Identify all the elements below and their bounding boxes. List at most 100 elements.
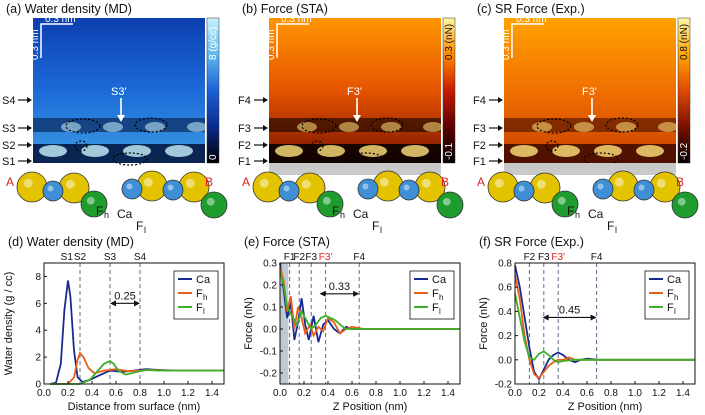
legend-sub: l	[674, 307, 676, 316]
plot-frame	[514, 262, 696, 385]
x-tick-label: 1.0	[628, 388, 642, 399]
intensity-spot	[381, 122, 401, 132]
arrow-head	[588, 115, 596, 122]
arrow-head	[117, 115, 125, 122]
x-tick-label: 1.4	[441, 388, 455, 399]
y-axis-label: Water density (g / cc)	[3, 272, 15, 376]
x-tick-label: 1.4	[676, 388, 690, 399]
y-tick-label: 2	[35, 353, 41, 364]
intensity-spot	[574, 122, 594, 132]
layer-label: F4	[238, 95, 251, 107]
legend-label: Ca	[196, 274, 211, 286]
atom-highlight	[656, 178, 666, 188]
atom-highlight	[322, 196, 331, 205]
label-Ca: Ca	[117, 207, 133, 221]
arrow-label: F3'	[347, 86, 362, 98]
image-map	[269, 18, 441, 163]
label-A: A	[477, 175, 485, 189]
layer-label: S4	[2, 95, 15, 107]
legend-sub: h	[674, 293, 678, 302]
layer-label: F3	[473, 123, 486, 135]
peak-label: F2	[293, 252, 305, 263]
legend-label: Ca	[432, 274, 447, 286]
dotted-ellipse	[545, 140, 559, 152]
legend-sub: l	[439, 307, 441, 316]
label-sub-h: h	[575, 210, 580, 220]
atom	[278, 180, 300, 202]
layer-label: F1	[238, 156, 251, 168]
intensity-spot	[145, 122, 165, 132]
atom-highlight	[518, 185, 525, 192]
atom-highlight	[185, 178, 195, 188]
peak-label: S2	[74, 252, 87, 263]
layer-arrow-head	[27, 158, 32, 164]
top-panel-1: (b) Force (STA)0.3 nm0.3 nmF3'F4F3F2F10.…	[238, 2, 464, 235]
legend-label: F	[667, 302, 674, 314]
shaded-region	[280, 263, 289, 384]
x-tick-label: 0.6	[109, 388, 123, 399]
y-tick-label: 0.8	[498, 259, 512, 270]
intensity-spot	[317, 145, 345, 157]
y-tick-label: 0.0	[263, 325, 277, 336]
colorbar-min-label: -0.1	[444, 142, 455, 160]
colorbar	[206, 17, 220, 164]
layer-arrow-head	[498, 125, 503, 131]
x-tick-label: 0.4	[556, 388, 570, 399]
x-tick-label: 1.4	[205, 388, 219, 399]
intensity-spot	[61, 122, 81, 132]
y-axis-label: Force (nN)	[243, 297, 255, 350]
intensity-spot	[81, 145, 109, 157]
chart-2: (f) SR Force (Exp.) F2 F3 F3' F4 0.45 0.0 0.2 0.…	[478, 235, 696, 413]
x-axis-label: Z Position (nm)	[333, 401, 408, 413]
arrow-label: S3'	[111, 86, 127, 98]
colorbar-min-label: -0.2	[679, 142, 690, 160]
y-tick-label: -0.1	[260, 347, 278, 358]
panel-title: (c) SR Force (Exp.)	[477, 2, 585, 16]
dimension-arrow-right	[590, 314, 597, 321]
label-Ca: Ca	[353, 207, 369, 221]
layer-arrow-head	[498, 142, 503, 148]
x-tick-label: 0.4	[85, 388, 99, 399]
x-tick-label: 0.6	[580, 388, 594, 399]
atom-highlight	[259, 178, 269, 188]
peak-label: F3	[305, 252, 317, 263]
atom	[487, 171, 519, 203]
dimension-label: 0.33	[329, 281, 350, 293]
scale-label-v: 0.3 nm	[501, 29, 512, 60]
intensity-spot	[552, 145, 580, 157]
atom	[633, 179, 655, 201]
intensity-spot	[165, 145, 193, 157]
dotted-ellipse	[605, 117, 639, 133]
atom-highlight	[301, 179, 311, 189]
legend-label: F	[196, 302, 203, 314]
intensity-spot	[594, 145, 622, 157]
colorbar-max-label: 0.3 (nN)	[444, 24, 455, 60]
label-F: F	[372, 219, 379, 233]
label-F: F	[136, 219, 143, 233]
atom-highlight	[597, 183, 604, 190]
surface-band	[269, 163, 441, 175]
layer-label: F3	[238, 123, 251, 135]
label-F: F	[96, 204, 103, 218]
chart-title: (e) Force (STA)	[244, 235, 330, 249]
layer-label: S1	[2, 156, 15, 168]
scale-label-v: 0.3 nm	[30, 29, 41, 60]
chart-0: (d) Water density (MD) S1 S2 S3 S4 0.25 0.0 0.2…	[3, 235, 225, 413]
label-sub-h: h	[340, 210, 345, 220]
x-tick-label: 1.0	[157, 388, 171, 399]
peak-label: F3'	[551, 252, 565, 263]
x-tick-label: 0.0	[508, 388, 522, 399]
peak-label: F4	[353, 252, 365, 263]
intensity-spot	[658, 122, 678, 132]
layer-label: F2	[473, 140, 486, 152]
plot-frame	[279, 262, 461, 385]
image-map	[504, 18, 676, 163]
x-tick-label: 0.0	[273, 388, 287, 399]
legend-label: F	[432, 302, 439, 314]
peak-label: F3	[538, 252, 550, 263]
scale-label-h: 0.3 nm	[516, 14, 547, 25]
y-tick-label: 0.3	[263, 259, 277, 270]
atom	[162, 179, 184, 201]
intensity-spot	[616, 122, 636, 132]
